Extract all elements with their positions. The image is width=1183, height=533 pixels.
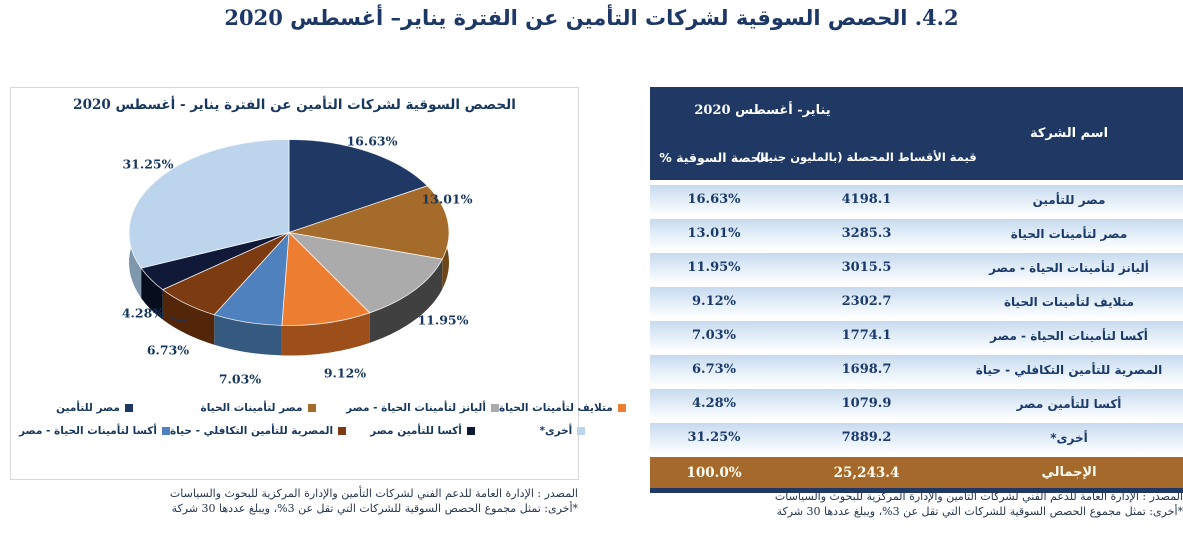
table-row: أليانز لتأمينات الحياة - مصر 3015.5 11.95% — [650, 253, 1183, 282]
pie-percentage-label: 4.28% — [122, 306, 164, 321]
cell-premiums-value: 1079.9 — [841, 396, 892, 411]
chart-footnote: المصدر : الإدارة العامة للدعم الفني لشرك… — [60, 486, 578, 516]
table-source-line: المصدر : الإدارة العامة للدعم الفني لشرك… — [774, 490, 1183, 503]
pie-percentage-label: 11.95% — [417, 313, 468, 328]
pie-chart: 16.63% 13.01% 11.95% 9.12% 7.03% 6.73% 4.28% 31… — [122, 134, 473, 387]
legend-item: أكسا لتأمينات الحياة - مصر — [19, 425, 170, 437]
cell-premiums-value: 3285.3 — [841, 226, 892, 241]
legend-item: أليانز لتأمينات الحياة - مصر — [346, 402, 499, 414]
legend-label: أخرى* — [539, 425, 573, 437]
legend-swatch-icon — [577, 427, 586, 435]
pie-slice — [288, 185, 450, 260]
cell-company-name: أليانز لتأمينات الحياة - مصر — [989, 260, 1149, 275]
cell-premiums-value: 4198.1 — [841, 192, 892, 207]
market-share-table: اسم الشركة يناير- أغسطس 2020 قيمة الأقسا… — [650, 87, 1183, 493]
cell-premiums-value: 3015.5 — [841, 260, 892, 275]
pie-chart-panel: الحصص السوقية لشركات التأمين عن الفترة ي… — [10, 87, 626, 480]
chart-source-line: المصدر : الإدارة العامة للدعم الفني لشرك… — [169, 487, 578, 500]
cell-market-share: 31.25% — [687, 430, 741, 445]
legend-item: مصر للتأمين — [19, 402, 170, 414]
header-period: يناير- أغسطس 2020 — [650, 87, 955, 134]
pie-label-leader-line — [168, 315, 190, 322]
legend-label: متلايف لتأمينات الحياة — [498, 402, 613, 414]
total-premiums-value: 25,243.4 — [833, 464, 900, 481]
table-row: أخرى* 7889.2 31.25% — [650, 423, 1183, 452]
legend-swatch-icon — [161, 427, 170, 435]
cell-company-name: أخرى* — [1050, 430, 1088, 445]
cell-company-name: مصر للتأمين — [1032, 192, 1106, 207]
pie-slice — [128, 139, 290, 269]
cell-market-share: 16.63% — [687, 192, 741, 207]
pie-slice-side — [281, 312, 370, 356]
legend-label: المصرية للتأمين التكافلي - حياة — [169, 425, 334, 437]
legend-label: مصر لتأمينات الحياة — [200, 402, 303, 414]
table-row: المصرية للتأمين التكافلي - حياة 1698.7 6.7… — [650, 355, 1183, 384]
cell-market-share: 4.28% — [692, 396, 737, 411]
pie-percentage-label: 13.01% — [421, 192, 472, 207]
legend-item: أكسا للتأمين مصر — [346, 425, 499, 437]
legend-swatch-icon — [124, 404, 133, 412]
pie-slice — [281, 231, 371, 326]
pie-percentage-label: 9.12% — [324, 366, 366, 381]
pie-slice — [288, 139, 429, 234]
header-premiums: قيمة الأقساط المحصلة (بالمليون جنيه) — [756, 150, 977, 164]
cell-market-share: 11.95% — [687, 260, 741, 275]
pie-slice-side — [141, 268, 163, 320]
chart-legend: مصر للتأمين مصر لتأمينات الحياة أليانز لتأ… — [19, 402, 626, 437]
cell-market-share: 9.12% — [692, 294, 737, 309]
pie-percentage-label: 7.03% — [219, 372, 261, 387]
cell-market-share: 6.73% — [692, 362, 737, 377]
cell-premiums-value: 2302.7 — [841, 294, 892, 309]
chart-note-line: *أخرى: تمثل مجموع الحصص السوقية للشركات … — [171, 502, 578, 515]
header-period-label: يناير- أغسطس 2020 — [694, 103, 831, 118]
cell-market-share: 13.01% — [687, 226, 741, 241]
table-body: مصر للتأمين 4198.1 16.63% مصر لتأمينات الحي… — [650, 185, 1183, 452]
table-row: مصر لتأمينات الحياة 3285.3 13.01% — [650, 219, 1183, 248]
table-row: أكسا للتأمين مصر 1079.9 4.28% — [650, 389, 1183, 418]
pie-percentage-label: 31.25% — [122, 157, 173, 172]
table-total-row: الإجمالي 25,243.4 100.0% — [650, 457, 1183, 493]
pie-percentage-label: 16.63% — [346, 134, 397, 149]
cell-premiums-value: 1774.1 — [841, 328, 892, 343]
total-share-value: 100.0% — [686, 464, 742, 481]
header-market-share: الحصة السوقية % — [659, 149, 769, 165]
legend-item: مصر لتأمينات الحياة — [170, 402, 346, 414]
legend-label: أكسا للتأمين مصر — [370, 425, 462, 437]
pie-slice — [287, 231, 443, 314]
cell-company-name: المصرية للتأمين التكافلي - حياة — [975, 362, 1163, 377]
cell-premiums-value: 1698.7 — [841, 362, 892, 377]
header-company-name: اسم الشركة — [1029, 126, 1109, 141]
table-row: متلايف لتأمينات الحياة 2302.7 9.12% — [650, 287, 1183, 316]
pie-slice-side — [214, 314, 282, 356]
cell-market-share: 7.03% — [692, 328, 737, 343]
table-footnote: المصدر : الإدارة العامة للدعم الفني لشرك… — [733, 489, 1183, 519]
pie-slice-side — [369, 259, 443, 343]
pie-slice-side — [162, 289, 215, 345]
legend-swatch-icon — [307, 404, 316, 412]
pie-percentage-label: 6.73% — [147, 343, 189, 358]
legend-swatch-icon — [466, 427, 475, 435]
cell-company-name: أكسا لتأمينات الحياة - مصر — [990, 328, 1148, 343]
cell-company-name: مصر لتأمينات الحياة — [1010, 226, 1128, 241]
cell-premiums-value: 7889.2 — [841, 430, 892, 445]
legend-item: أخرى* — [499, 425, 626, 437]
table-row: أكسا لتأمينات الحياة - مصر 1774.1 7.03% — [650, 321, 1183, 350]
legend-swatch-icon — [338, 427, 347, 435]
table-note-line: *أخرى: تمثل مجموع الحصص السوقية للشركات … — [776, 505, 1183, 518]
legend-swatch-icon — [490, 404, 499, 412]
legend-label: أكسا لتأمينات الحياة - مصر — [19, 425, 157, 437]
legend-swatch-icon — [617, 404, 626, 412]
legend-label: أليانز لتأمينات الحياة - مصر — [346, 402, 486, 414]
chart-title: الحصص السوقية لشركات التأمين عن الفترة ي… — [73, 97, 516, 113]
legend-item: متلايف لتأمينات الحياة — [499, 402, 626, 414]
table-header: اسم الشركة يناير- أغسطس 2020 قيمة الأقسا… — [650, 87, 1183, 180]
total-label: الإجمالي — [1041, 465, 1097, 480]
page-title: 4.2. الحصص السوقية لشركات التأمين عن الف… — [224, 5, 959, 30]
table-row: مصر للتأمين 4198.1 16.63% — [650, 185, 1183, 214]
cell-company-name: أكسا للتأمين مصر — [1016, 396, 1122, 411]
legend-item: المصرية للتأمين التكافلي - حياة — [169, 425, 347, 437]
legend-label: مصر للتأمين — [56, 402, 120, 414]
cell-company-name: متلايف لتأمينات الحياة — [1003, 294, 1135, 309]
